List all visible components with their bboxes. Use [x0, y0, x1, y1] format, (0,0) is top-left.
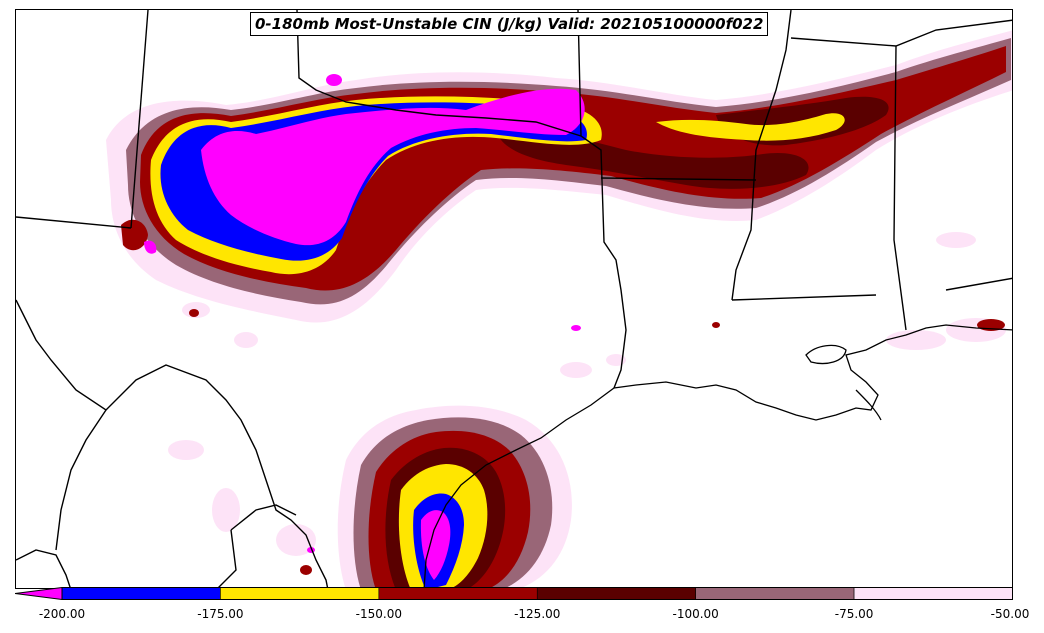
boundary-line	[16, 299, 329, 588]
colorbar-bin	[853, 587, 1013, 600]
colorbar-tick-label: -100.00	[672, 607, 719, 621]
boundary-line	[893, 45, 907, 331]
gulf-coastline	[423, 324, 1012, 588]
southern-cin-band	[337, 405, 572, 588]
boundary-line	[731, 294, 877, 301]
map-title: 0-180mb Most-Unstable CIN (J/kg) Valid: …	[250, 12, 769, 36]
map-panel	[15, 9, 1013, 589]
contour-yellow	[656, 113, 845, 141]
boundary-line	[16, 549, 72, 588]
contour-magenta	[420, 510, 451, 580]
boundary-line	[577, 10, 627, 389]
boundary-line	[16, 216, 132, 229]
scattered-cin-cells-magenta	[307, 74, 581, 553]
boundary-line	[600, 177, 757, 181]
boundary-line	[217, 529, 237, 588]
colorbar	[15, 587, 1013, 600]
coastline	[423, 324, 1012, 588]
boundary-line	[130, 10, 149, 229]
political-boundaries	[16, 10, 1012, 588]
colorbar-bin	[536, 587, 696, 600]
colorbar-bin	[378, 587, 538, 600]
colorbar-tick-label: -75.00	[834, 607, 874, 621]
contour-magenta	[144, 240, 157, 254]
colorbar-tick-label: -200.00	[38, 607, 86, 621]
colorbar-tick-label: -125.00	[514, 607, 561, 621]
boundary-line	[731, 10, 792, 301]
boundary-line	[296, 10, 582, 137]
boundary-line	[230, 504, 297, 531]
northern-cin-band	[106, 30, 1012, 323]
colorbar-bin	[695, 587, 855, 600]
contour-magenta	[201, 88, 585, 246]
colorbar-bin	[220, 587, 380, 600]
boundary-line	[945, 277, 1012, 291]
lake-pontchartrain	[805, 344, 847, 365]
boundary-line	[790, 19, 1012, 47]
cin-map	[16, 10, 1012, 588]
colorbar-extend-arrow	[15, 587, 63, 600]
colorbar-bins	[61, 587, 1013, 600]
mississippi-delta	[855, 389, 882, 421]
colorbar-tick-label: -175.00	[197, 607, 244, 621]
boundary-line	[55, 409, 107, 551]
colorbar-tick-label: -50.00	[990, 607, 1030, 621]
colorbar-tick-label: -150.00	[355, 607, 402, 621]
colorbar-bin	[61, 587, 221, 600]
colorbar-outline	[61, 587, 1013, 600]
